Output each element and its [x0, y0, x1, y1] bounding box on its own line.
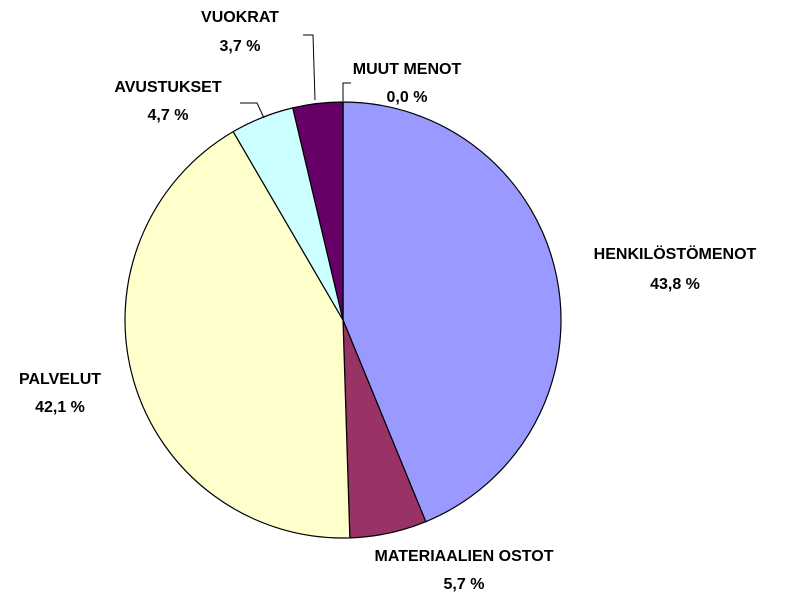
slice-value-label: 43,8 %	[650, 276, 700, 293]
slice-label: PALVELUT	[19, 371, 101, 388]
slice-value-label: 0,0 %	[387, 89, 428, 106]
slice-label: AVUSTUKSET	[114, 79, 221, 96]
leader-lines	[240, 34, 351, 119]
slice-value-label: 4,7 %	[148, 107, 189, 124]
slice-label: HENKILÖSTÖMENOT	[594, 244, 757, 263]
leader-line	[303, 34, 316, 101]
slice-label: VUOKRAT	[201, 9, 279, 26]
slice-value-label: 5,7 %	[444, 576, 485, 593]
pie-slice	[124, 130, 351, 539]
slice-value-label: 3,7 %	[220, 38, 261, 55]
leader-line	[342, 82, 351, 101]
pie	[124, 101, 562, 539]
pie-slice	[342, 101, 562, 523]
slice-label: MUUT MENOT	[353, 61, 462, 78]
leader-line	[240, 102, 265, 119]
slice-value-label: 42,1 %	[35, 399, 85, 416]
slice-label: MATERIAALIEN OSTOT	[375, 548, 554, 565]
